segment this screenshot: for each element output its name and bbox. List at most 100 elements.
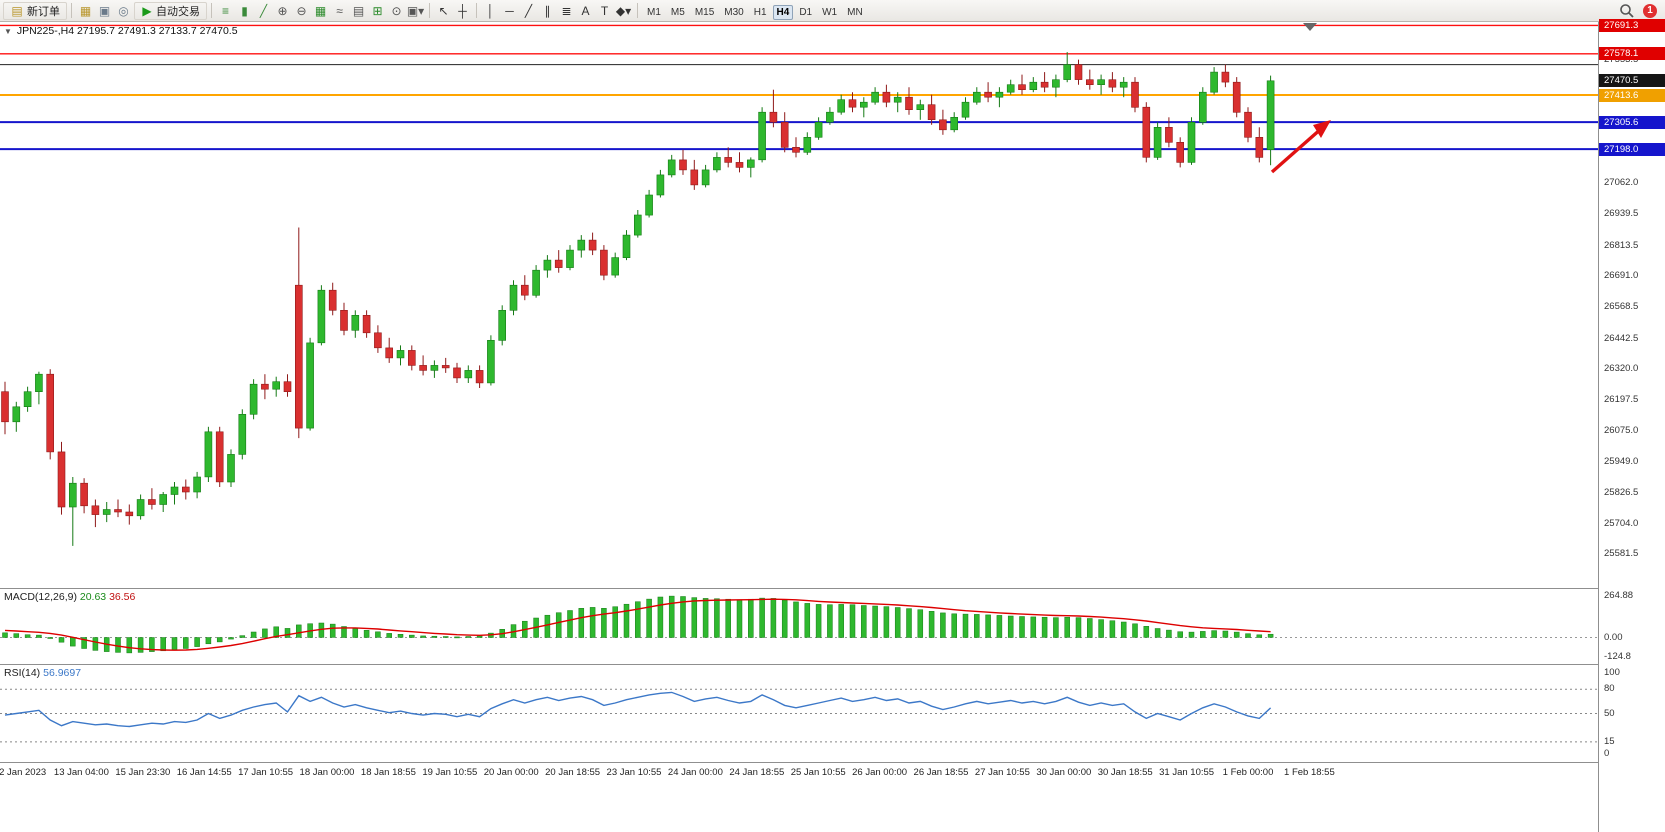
rsi-indicator-panel[interactable]: RSI(14) 56.9697 xyxy=(0,665,1598,762)
indicator-list-icon[interactable]: ▤ xyxy=(352,3,365,18)
line-chart-icon[interactable]: ╱ xyxy=(259,3,268,18)
scale-tick: 100 xyxy=(1604,667,1620,678)
time-axis-label: 16 Jan 14:55 xyxy=(176,767,232,778)
time-axis-label: 18 Jan 00:00 xyxy=(299,767,355,778)
macd-chart[interactable] xyxy=(0,589,1598,664)
new-order-icon: ▤ xyxy=(11,3,23,18)
macd-name: MACD(12,26,9) xyxy=(4,591,77,603)
time-axis-label: 18 Jan 18:55 xyxy=(360,767,416,778)
add-chart-icon[interactable]: ⊞ xyxy=(372,3,383,18)
play-icon: ▶ xyxy=(142,3,152,18)
period-icon[interactable]: ⊙ xyxy=(391,3,402,18)
toolbar-separator xyxy=(637,3,638,18)
scale-tick: 15 xyxy=(1604,735,1615,747)
chart-tools-icon-group: ≡ ▮ ╱ ⊕ ⊖ ▦ ≈ ▤ ⊞ ⊙ ▣▾ xyxy=(216,2,425,20)
template-icon[interactable]: ▣▾ xyxy=(406,3,425,18)
auto-trading-button[interactable]: ▶ 自动交易 xyxy=(134,1,207,20)
scale-tick: 25949.0 xyxy=(1604,456,1639,468)
scale-tick: 26813.5 xyxy=(1604,239,1639,251)
data-window-icon[interactable]: ▣ xyxy=(98,3,111,18)
timeframe-button-M5[interactable]: M5 xyxy=(670,6,685,18)
new-order-button[interactable]: ▤ 新订单 xyxy=(3,1,67,20)
time-axis-label: 24 Jan 18:55 xyxy=(729,767,785,778)
time-axis-label: 1 Feb 18:55 xyxy=(1284,767,1335,778)
time-axis-label: 15 Jan 23:30 xyxy=(115,767,171,778)
trendline-icon[interactable]: ╱ xyxy=(524,3,533,18)
market-watch-icon[interactable]: ▦ xyxy=(79,3,92,18)
timeframe-group: M1 M5 M15 M30 H1 H4 D1 W1 MN xyxy=(642,2,868,20)
time-axis-label: 27 Jan 10:55 xyxy=(974,767,1030,778)
scale-tick: 26075.0 xyxy=(1604,424,1639,436)
candlestick-chart-icon[interactable]: ▮ xyxy=(241,3,248,18)
vertical-line-icon[interactable]: │ xyxy=(486,3,495,18)
timeframe-button-H4[interactable]: H4 xyxy=(772,4,794,20)
rsi-label: RSI(14) 56.9697 xyxy=(4,667,81,679)
price-scale[interactable]: 27553.527062.026939.526813.526691.026568… xyxy=(1598,18,1665,832)
time-axis-label: 23 Jan 10:55 xyxy=(606,767,662,778)
scale-tick: 26442.5 xyxy=(1604,332,1639,344)
time-axis-label: 19 Jan 10:55 xyxy=(422,767,478,778)
scale-tick: 25704.0 xyxy=(1604,517,1639,529)
time-axis-label: 13 Jan 04:00 xyxy=(53,767,109,778)
scale-tick: 26197.5 xyxy=(1604,393,1639,405)
search-icon[interactable] xyxy=(1619,3,1635,19)
cursor-icon[interactable]: ↖ xyxy=(438,3,449,18)
scale-tick: 26939.5 xyxy=(1604,207,1639,219)
rsi-chart[interactable] xyxy=(0,665,1598,762)
macd-indicator-panel[interactable]: MACD(12,26,9) 20.63 36.56 xyxy=(0,589,1598,664)
price-badge: 27578.1 xyxy=(1599,47,1665,61)
price-badge: 27413.6 xyxy=(1599,88,1665,102)
new-order-label: 新订单 xyxy=(27,5,60,18)
toolbar-separator xyxy=(211,3,212,18)
time-axis-label: 1 Feb 00:00 xyxy=(1222,767,1274,778)
timeframe-button-D1[interactable]: D1 xyxy=(799,6,813,18)
timeframe-button-H1[interactable]: H1 xyxy=(753,6,767,18)
scale-tick: 50 xyxy=(1604,707,1615,719)
price-badge: 27691.3 xyxy=(1599,18,1665,32)
zoom-in-icon[interactable]: ⊕ xyxy=(277,3,288,18)
macd-label: MACD(12,26,9) 20.63 36.56 xyxy=(4,591,135,603)
panel-divider[interactable] xyxy=(0,762,1665,763)
scale-tick: 26691.0 xyxy=(1604,270,1639,282)
zoom-out-icon[interactable]: ⊖ xyxy=(296,3,307,18)
chart-workspace: ▼ JPN225-,H4 27195.7 27491.3 27133.7 274… xyxy=(0,18,1665,832)
text-icon[interactable]: A xyxy=(581,3,590,18)
panel-divider[interactable] xyxy=(0,588,1665,589)
shapes-icon[interactable]: ◆▾ xyxy=(615,3,632,18)
timeframe-button-M30[interactable]: M30 xyxy=(724,6,744,18)
top-toolbar: ▤ 新订单 ▦ ▣ ◎ ▶ 自动交易 ≡ ▮ ╱ ⊕ ⊖ ▦ ≈ ▤ ⊞ ⊙ ▣▾ ↖ ┼ │ ─ ╱ ∥ ≣ A T… xyxy=(0,0,1665,22)
notification-badge[interactable]: 1 xyxy=(1643,3,1657,18)
horizontal-line-icon[interactable]: ─ xyxy=(505,3,514,18)
time-axis-label: 31 Jan 10:55 xyxy=(1159,767,1215,778)
channel-icon[interactable]: ∥ xyxy=(544,3,551,18)
price-badge: 27198.0 xyxy=(1599,142,1665,156)
price-chart[interactable] xyxy=(0,22,1598,588)
tile-windows-icon[interactable]: ▦ xyxy=(314,3,327,18)
fibonacci-icon[interactable]: ≣ xyxy=(561,3,572,18)
time-axis-label: 26 Jan 00:00 xyxy=(852,767,908,778)
timeframe-button-M15[interactable]: M15 xyxy=(694,6,715,18)
time-axis-label: 30 Jan 00:00 xyxy=(1036,767,1092,778)
price-chart-panel[interactable]: ▼ JPN225-,H4 27195.7 27491.3 27133.7 274… xyxy=(0,22,1598,588)
timeframe-button-MN[interactable]: MN xyxy=(847,6,863,18)
timeframe-button-W1[interactable]: W1 xyxy=(822,6,838,18)
scale-tick: 26568.5 xyxy=(1604,300,1639,312)
drawing-icon-group: │ ─ ╱ ∥ ≣ A T ◆▾ xyxy=(481,2,633,20)
time-axis-label: 30 Jan 18:55 xyxy=(1097,767,1153,778)
time-axis-label: 25 Jan 10:55 xyxy=(790,767,846,778)
indicators-icon[interactable]: ≈ xyxy=(336,3,343,18)
ohlc-values: 27195.7 27491.3 27133.7 27470.5 xyxy=(76,25,238,37)
toolbar-separator xyxy=(429,3,430,18)
scale-tick: -124.8 xyxy=(1604,651,1631,662)
panel-divider[interactable] xyxy=(0,664,1665,665)
rsi-name: RSI(14) xyxy=(4,667,41,679)
crosshair-icon[interactable]: ┼ xyxy=(458,3,467,18)
scale-tick: 80 xyxy=(1604,683,1615,695)
timeframe-button-M1[interactable]: M1 xyxy=(647,6,661,18)
bar-chart-icon[interactable]: ≡ xyxy=(221,3,229,18)
time-axis-label: 20 Jan 00:00 xyxy=(483,767,539,778)
time-axis[interactable]: 12 Jan 2023 13 Jan 04:00 15 Jan 23:30 16 Ja… xyxy=(0,763,1598,783)
label-icon[interactable]: T xyxy=(600,3,609,18)
navigator-icon[interactable]: ◎ xyxy=(118,3,129,18)
